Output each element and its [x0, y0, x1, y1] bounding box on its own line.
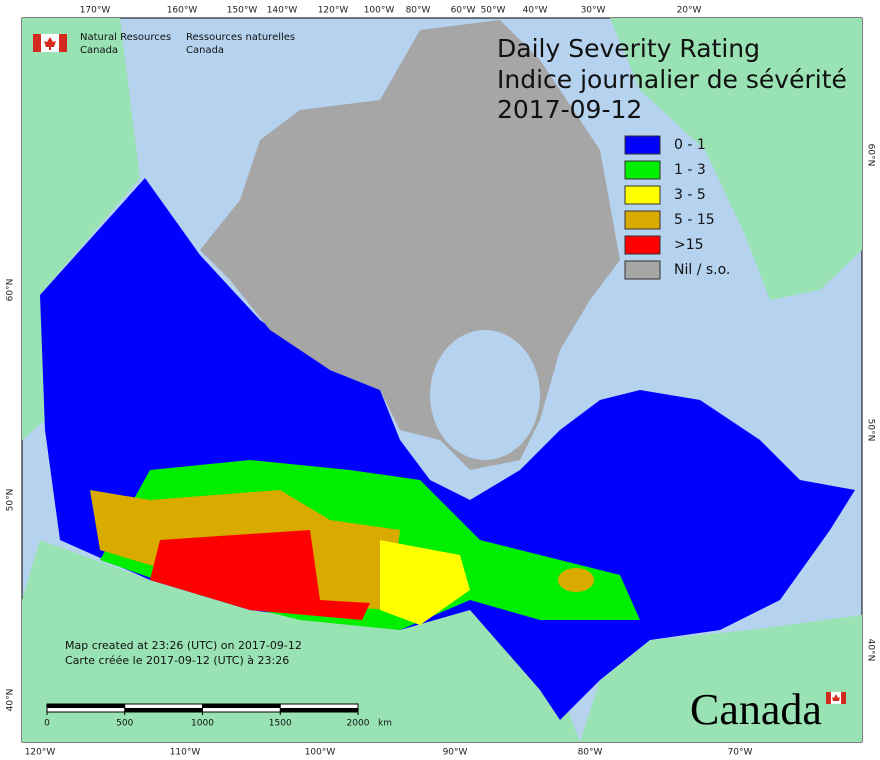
longitude-label: 90°W — [443, 748, 468, 758]
land — [22, 18, 862, 742]
usa-east — [580, 615, 862, 742]
scale-label: 0 — [44, 719, 50, 729]
legend-label: 1 - 3 — [674, 162, 706, 178]
scale-bar: 0 500 1000 1500 2000 km — [44, 703, 392, 729]
logo-text: Canada — [186, 45, 224, 56]
credit: Carte créée le 2017-09-12 (UTC) à 23:26 — [65, 654, 289, 667]
usa-west — [22, 540, 580, 742]
longitude-label: 80°W — [406, 6, 431, 16]
longitude-label: 20°W — [677, 6, 702, 16]
latitude-label: 60°N — [6, 279, 16, 302]
longitude-label: 70°W — [728, 748, 753, 758]
longitude-label: 110°W — [170, 748, 201, 758]
scale-segment — [280, 708, 358, 712]
scale-segment — [124, 708, 203, 712]
longitude-label: 120°W — [318, 6, 349, 16]
logo: Natural Resources Canada Ressources natu… — [33, 32, 295, 56]
longitude-label: 40°W — [523, 6, 548, 16]
scale-label: 1000 — [191, 719, 214, 729]
latitude-label: 40°N — [6, 689, 16, 712]
flag-bar — [826, 692, 831, 704]
scale-label: 2000 — [347, 719, 370, 729]
patch-yellow — [380, 540, 470, 625]
scale-label: 1500 — [269, 719, 292, 729]
longitude-label: 150°W — [227, 6, 258, 16]
longitude-label: 100°W — [305, 748, 336, 758]
legend-swatch — [624, 235, 661, 255]
latitude-label: 50°N — [866, 419, 876, 442]
longitude-label: 170°W — [80, 6, 111, 16]
title-date: 2017-09-12 — [497, 95, 642, 124]
greenland — [610, 18, 862, 300]
longitude-label: 120°W — [25, 748, 56, 758]
maple-leaf — [44, 37, 56, 50]
longitude-label: 140°W — [267, 6, 298, 16]
credit: Map created at 23:26 (UTC) on 2017-09-12 — [65, 639, 302, 652]
legend-label: 5 - 15 — [674, 212, 715, 228]
scale-label: 500 — [116, 719, 133, 729]
title: Indice journalier de sévérité — [497, 65, 847, 94]
hudson-bay — [430, 330, 540, 460]
longitude-label: 80°W — [578, 748, 603, 758]
longitude-label: 50°W — [481, 6, 506, 16]
flag-bar — [59, 34, 67, 52]
logo-text: Ressources naturelles — [186, 32, 295, 43]
legend-swatch — [624, 135, 661, 155]
graticule: 170°W 160°W 150°W 140°W 120°W 100°W 80°W 60°W 50… — [6, 6, 876, 758]
logo-text: Natural Resources — [80, 32, 171, 43]
scale-unit: km — [378, 719, 392, 729]
flag-bar — [33, 34, 41, 52]
flag-bar — [841, 692, 846, 704]
latitude-label: 60°N — [866, 144, 876, 167]
latitude-label: 50°N — [6, 489, 16, 512]
alaska — [22, 18, 140, 440]
latitude-label: 40°N — [866, 639, 876, 662]
longitude-label: 30°W — [581, 6, 606, 16]
scale-segment — [47, 704, 125, 708]
legend: 0 - 1 1 - 3 3 - 5 5 - 15 >15 Nil / s.o. — [624, 135, 730, 280]
longitude-label: 160°W — [167, 6, 198, 16]
patch-red — [150, 530, 370, 620]
legend-label: Nil / s.o. — [674, 262, 730, 278]
legend-label: 0 - 1 — [674, 137, 706, 153]
scale-segment — [202, 704, 281, 708]
maple-leaf — [832, 694, 840, 701]
logo-text: Canada — [80, 45, 118, 56]
wordmark-flag — [826, 692, 846, 704]
patch-orange-east — [558, 568, 594, 592]
legend-label: 3 - 5 — [674, 187, 706, 203]
legend-swatch — [624, 260, 661, 280]
longitude-label: 60°W — [451, 6, 476, 16]
legend-swatch — [624, 185, 661, 205]
legend-swatch — [624, 160, 661, 180]
longitude-label: 100°W — [364, 6, 395, 16]
wordmark: Canada — [690, 685, 822, 734]
title: Daily Severity Rating — [497, 34, 760, 63]
legend-swatch — [624, 210, 661, 230]
legend-label: >15 — [674, 237, 704, 253]
